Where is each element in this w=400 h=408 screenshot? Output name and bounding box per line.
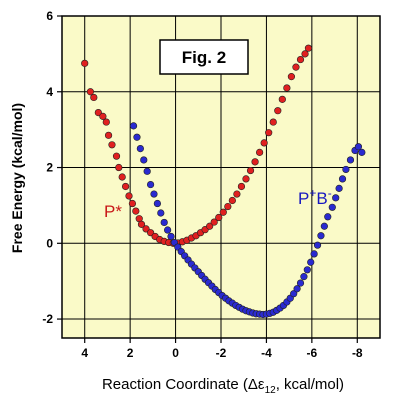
data-point-pplusbminus [313,241,322,249]
x-tick-label: 2 [127,346,134,360]
data-point-pstar [283,84,291,92]
data-point-pplusbminus [342,165,350,174]
data-point-pplusbminus [354,143,363,151]
data-point-pstar [287,73,296,81]
data-point-pstar [210,218,218,226]
x-tick-label: -2 [216,346,227,360]
data-point-pplusbminus [338,175,347,183]
data-point-pstar [256,148,264,156]
data-point-pstar [233,190,241,198]
y-tick-label: 2 [46,161,53,175]
data-point-pplusbminus [146,180,155,189]
x-tick-label: -4 [261,346,272,360]
data-point-pstar [112,152,121,160]
data-point-pplusbminus [153,199,161,208]
x-tick-label: 0 [172,346,179,360]
figure-label-box: Fig. 2 [159,39,249,75]
data-point-pstar [115,163,123,172]
data-point-pplusbminus [320,222,328,230]
data-point-pplusbminus [307,258,315,266]
data-point-pplusbminus [324,213,332,221]
data-point-pplusbminus [136,144,144,153]
data-point-pstar [269,118,277,126]
y-tick-label: -2 [42,312,53,326]
data-point-pplusbminus [164,226,172,234]
data-point-pplusbminus [317,232,325,240]
data-point-pstar [260,139,268,147]
y-tick-label: 4 [46,85,53,99]
data-point-pplusbminus [346,156,355,164]
y-axis-label: Free Energy (kcal/mol) [9,103,25,253]
data-point-pplusbminus [332,194,340,202]
data-point-pplusbminus [303,266,311,274]
data-point-pstar [81,59,89,67]
x-tick-label: -8 [352,346,363,360]
data-point-pstar [102,118,110,126]
data-point-pstar [265,129,273,137]
data-point-pplusbminus [133,133,141,141]
data-point-pplusbminus [290,290,298,298]
data-point-pplusbminus [335,184,343,192]
y-tick-label: 0 [46,236,53,250]
data-point-pstar [137,220,146,228]
data-point-pstar [86,88,94,96]
data-point-pplusbminus [140,156,148,164]
data-points [81,44,366,319]
data-point-pstar [228,196,236,205]
data-point-pplusbminus [310,250,318,258]
data-point-pplusbminus [296,279,305,287]
data-point-pstar [108,141,116,149]
data-point-pstar [90,93,98,102]
data-point-pstar [125,192,133,200]
data-point-pstar [292,63,300,71]
data-point-pstar [206,222,214,230]
data-point-pstar [99,112,107,120]
data-point-pstar [215,213,223,222]
data-point-pplusbminus [358,148,366,156]
data-point-pstar [278,95,286,103]
data-point-pplusbminus [143,167,151,175]
data-point-pstar [128,199,137,208]
data-point-pplusbminus [328,203,336,211]
data-point-pplusbminus [293,285,301,293]
x-tick-label: 4 [81,346,88,360]
data-point-pplusbminus [167,232,175,241]
x-tick-label: -6 [307,346,318,360]
figure-label: Fig. 2 [182,48,226,67]
data-point-pstar [219,208,227,216]
data-point-pstar [118,173,126,181]
data-point-pstar [304,44,313,52]
data-point-pplusbminus [150,190,158,198]
series-label-pstar: P* [104,202,122,221]
data-point-pstar [132,207,140,215]
data-point-pstar [251,158,259,166]
data-point-pstar [224,202,232,211]
data-point-pplusbminus [160,218,168,227]
data-point-pstar [246,166,255,175]
y-tick-label: 6 [46,9,53,23]
data-point-pstar [237,182,246,191]
data-point-pstar [242,175,250,183]
data-point-pplusbminus [300,273,308,281]
data-point-pplusbminus [157,209,165,217]
data-point-pplusbminus [129,122,138,130]
axis-ticks: 4 2 0 -2 -4 -6 -8 -2 0 2 4 6 [42,9,363,360]
data-point-pstar [104,131,113,139]
x-axis-label: Reaction Coordinate (Δε12, kcal/mol) [102,376,344,396]
data-point-pstar [301,50,309,58]
data-point-pstar [274,107,282,115]
data-point-pstar [296,55,305,64]
series-label-pplusbminus: P+B- [298,186,332,208]
data-point-pstar [121,182,130,191]
